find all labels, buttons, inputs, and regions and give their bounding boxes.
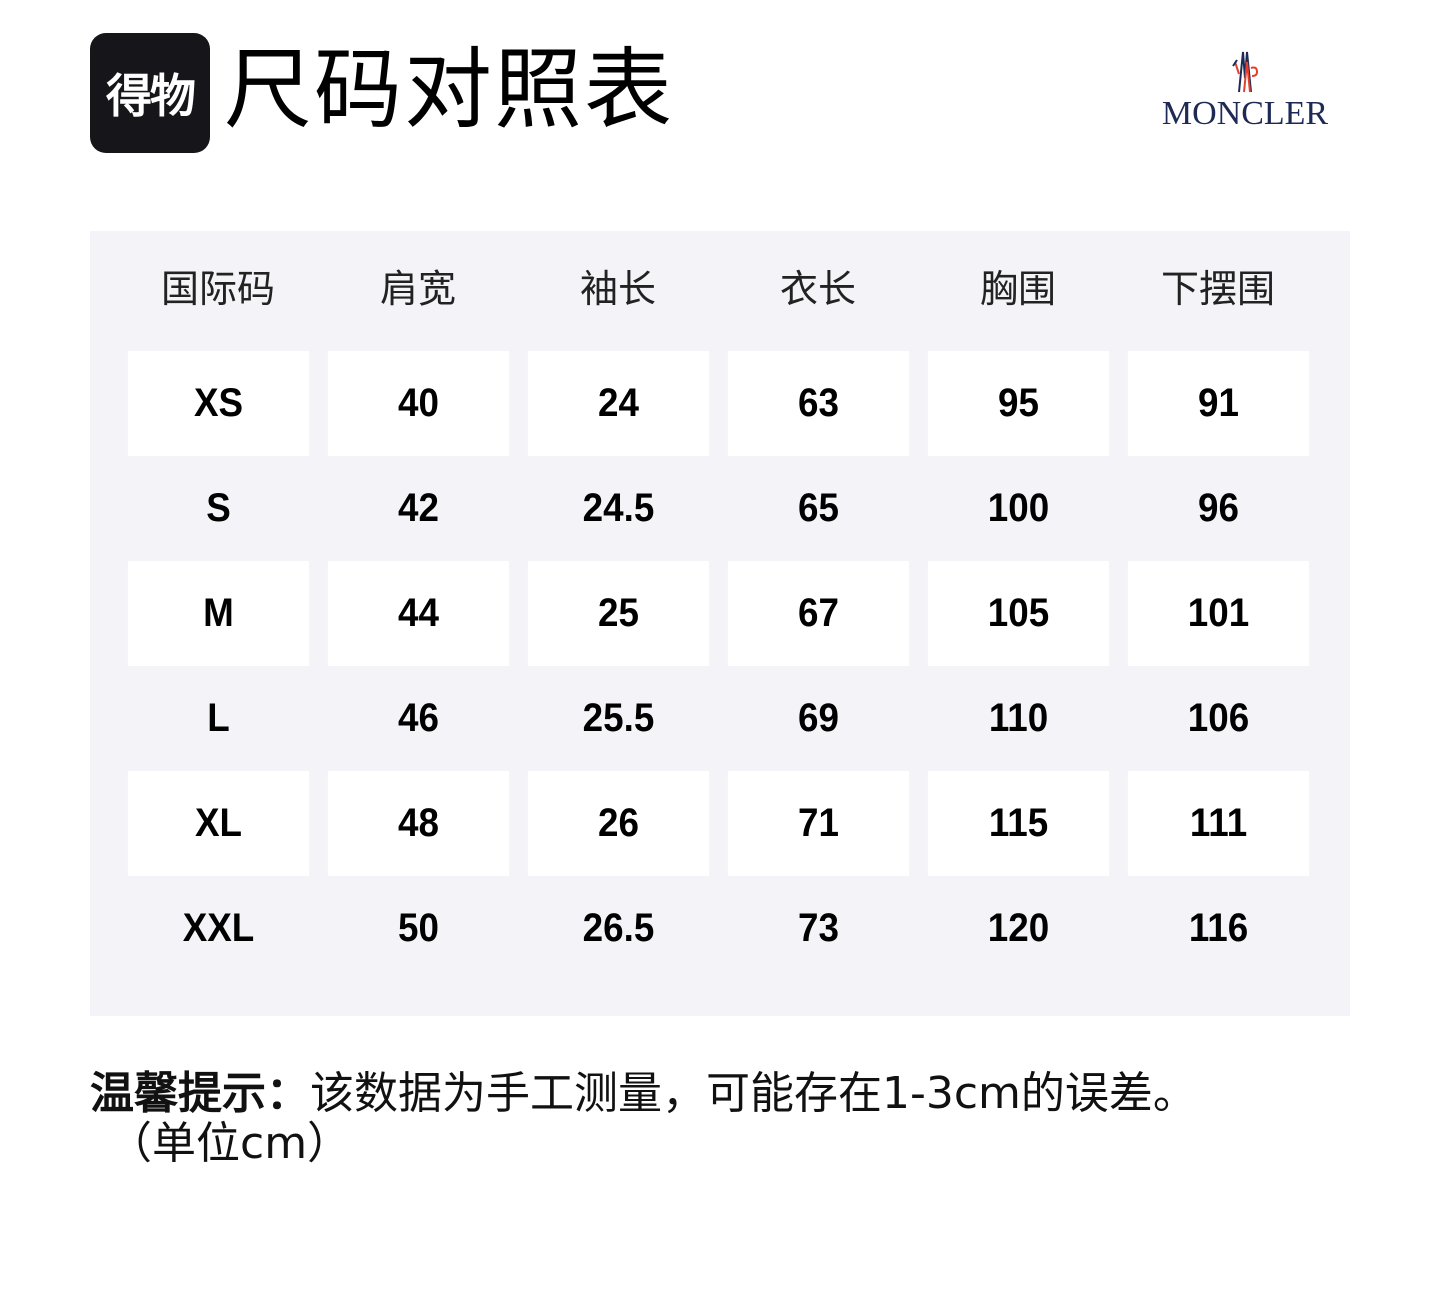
size-cell: S	[206, 486, 231, 530]
brand-logo: MONCLER	[1150, 48, 1340, 132]
measurement-cell: 46	[398, 696, 439, 740]
table-row: S 42 24.5 65 100 96	[120, 456, 1320, 561]
table-row: XL 48 26 71 115 111	[120, 771, 1320, 876]
column-header: 袖长	[579, 267, 656, 311]
measurement-cell: 44	[327, 561, 510, 666]
table-header: 国际码 肩宽 袖长 衣长 胸围 下摆围	[90, 231, 1350, 351]
measurement-cell: 95	[927, 351, 1110, 456]
measurement-cell: 26	[527, 771, 710, 876]
page-title: 尺码对照表	[224, 38, 675, 141]
size-cell: XS	[127, 351, 310, 456]
measurement-cell: 73	[798, 906, 839, 950]
table-row: XS 40 24 63 95 91	[120, 351, 1320, 456]
measurement-cell: 63	[727, 351, 910, 456]
measurement-cell: 25	[527, 561, 710, 666]
size-cell: L	[207, 696, 230, 740]
measurement-cell: 24.5	[582, 486, 655, 530]
measurement-cell: 101	[1127, 561, 1310, 666]
measurement-cell: 40	[327, 351, 510, 456]
measurement-cell: 111	[1127, 771, 1310, 876]
measurement-cell: 110	[988, 696, 1049, 740]
measurement-cell: 96	[1198, 486, 1239, 530]
table-row: M 44 25 67 105 101	[120, 561, 1320, 666]
unit-note: （单位cm）	[108, 1118, 352, 1169]
table-row: XXL 50 26.5 73 120 116	[120, 876, 1320, 981]
measurement-cell: 91	[1127, 351, 1310, 456]
brand-name: MONCLER	[1161, 95, 1329, 132]
measurement-cell: 42	[398, 486, 439, 530]
size-cell: XXL	[182, 906, 255, 950]
measurement-cell: 67	[727, 561, 910, 666]
size-chart-table: 国际码 肩宽 袖长 衣长 胸围 下摆围 XS 40 24 63 95 91 S 42 24.5 6…	[90, 231, 1350, 1016]
measurement-cell: 106	[1187, 696, 1250, 740]
measurement-cell: 65	[798, 486, 839, 530]
measurement-cell: 69	[798, 696, 839, 740]
measurement-cell: 48	[327, 771, 510, 876]
measurement-cell: 24	[527, 351, 710, 456]
column-header: 胸围	[979, 267, 1056, 311]
column-header: 国际码	[160, 267, 275, 311]
measurement-cell: 116	[1188, 906, 1249, 950]
size-cell: XL	[127, 771, 310, 876]
measurement-cell: 120	[987, 906, 1050, 950]
measurement-cell: 71	[727, 771, 910, 876]
measurement-cell: 105	[927, 561, 1110, 666]
column-header: 衣长	[779, 267, 856, 311]
table-row: L 46 25.5 69 110 106	[120, 666, 1320, 771]
measurement-cell: 26.5	[582, 906, 655, 950]
measurement-cell: 115	[927, 771, 1110, 876]
measurement-cell: 50	[398, 906, 439, 950]
column-header: 下摆围	[1160, 267, 1275, 311]
measurement-cell: 100	[987, 486, 1050, 530]
size-cell: M	[127, 561, 310, 666]
column-header: 肩宽	[379, 267, 456, 311]
measurement-cell: 25.5	[582, 696, 655, 740]
warm-tip-label: 温馨提示：	[90, 1068, 310, 1119]
warm-tip-text: 该数据为手工测量，可能存在1-3cm的误差。	[310, 1068, 1197, 1119]
warm-tip: 温馨提示：该数据为手工测量，可能存在1-3cm的误差。	[90, 1068, 1197, 1120]
moncler-rooster-icon	[1232, 51, 1259, 93]
app-logo: 得物	[90, 33, 210, 153]
